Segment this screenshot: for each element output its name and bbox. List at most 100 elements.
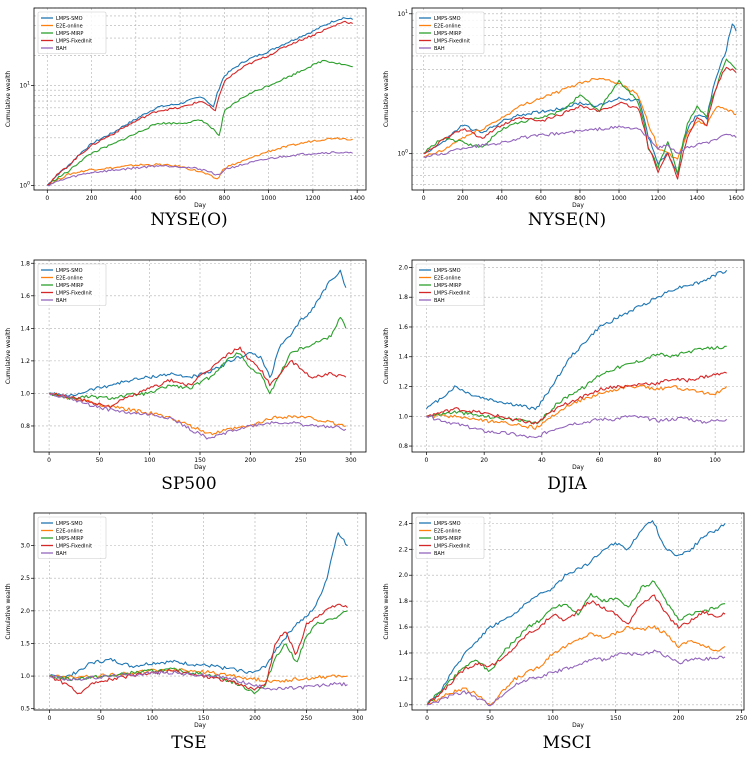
- x-tick-label: 0: [48, 715, 52, 722]
- legend-box: [37, 11, 107, 54]
- y-tick-label: 1.4: [20, 325, 30, 332]
- y-axis-label: Cumulative wealth: [5, 71, 12, 127]
- y-tick-label: 101: [397, 9, 408, 18]
- plot-frame: [33, 7, 367, 191]
- x-tick-label: 1000: [261, 195, 276, 202]
- y-axis-label: Cumulative wealth: [383, 583, 390, 639]
- chart-sp500: 0 50 100 150 200 250 300 0.8 1.0 1.2 1.4 1.6 1.8 Day C…: [5, 259, 367, 471]
- panel-nyse-n: 0 200 400 600 800 1000 1200 1400 1600 100 101 Day Cu…: [378, 0, 756, 236]
- x-tick-label: 100: [146, 715, 158, 722]
- legend-label: LMPS-MIRP: [434, 31, 461, 37]
- series-line: [423, 77, 737, 160]
- y-tick-label: 1.4: [398, 650, 408, 657]
- y-tick-label: 101: [19, 81, 30, 90]
- y-tick-label: 1.6: [20, 293, 30, 300]
- series-line: [46, 20, 353, 186]
- x-tick-label: 100: [547, 715, 559, 722]
- y-tick-label: 1.8: [20, 260, 30, 267]
- series-line: [47, 151, 353, 187]
- legend-label: LMPS-FixedInit: [56, 291, 92, 297]
- x-tick-label: 80: [654, 457, 662, 464]
- x-tick-label: 50: [96, 457, 104, 464]
- y-tick-label: 0.5: [20, 706, 30, 713]
- panel-tse: 0 50 100 150 200 250 300 0.5 1.0 1.5 2.0 2.5 3.0 Day C…: [0, 505, 378, 761]
- legend-label: E2E-online: [434, 529, 461, 535]
- legend-label: E2E-online: [434, 276, 461, 282]
- series-line: [426, 384, 728, 430]
- y-tick-label: 1.0: [20, 390, 30, 397]
- x-tick-label: 250: [295, 457, 307, 464]
- y-tick-label: 1.6: [398, 324, 408, 331]
- y-tick-label: 100: [397, 149, 408, 158]
- series-line: [47, 59, 353, 186]
- x-axis-label: Day: [572, 202, 584, 209]
- y-tick-label: 2.0: [398, 572, 408, 579]
- x-axis-label: Day: [572, 464, 584, 471]
- x-tick-label: 600: [174, 195, 186, 202]
- x-tick-label: 200: [673, 715, 685, 722]
- x-tick-label: 150: [198, 715, 210, 722]
- y-tick-label: 3.0: [20, 543, 30, 550]
- legend-label: LMPS-SMO: [434, 521, 461, 527]
- series-line: [426, 371, 727, 425]
- chart-djia: 0 20 40 60 80 100 0.8 1.0 1.2 1.4 1.6 1.8 2.0 Day Cumu…: [383, 259, 745, 471]
- x-tick-label: 150: [194, 457, 206, 464]
- series-line: [426, 345, 727, 425]
- series-line: [49, 668, 348, 684]
- x-axis-label: Day: [572, 722, 584, 729]
- legend-label: LMPS-FixedInit: [434, 291, 470, 297]
- chart-caption: DJIA: [547, 474, 587, 494]
- legend-label: LMPS-MIRP: [56, 536, 83, 542]
- legend-label: LMPS-SMO: [434, 16, 461, 22]
- x-tick-label: 200: [249, 715, 261, 722]
- x-tick-label: 300: [352, 715, 364, 722]
- legend-label: E2E-online: [56, 24, 83, 30]
- chart-nyse-o: 0 200 400 600 800 1000 1200 1400 100 101 Day Cumula…: [5, 7, 367, 209]
- chart-msci: 0 50 100 150 200 250 1.0 1.2 1.4 1.6 1.8 2.0 2.2 2.4 D…: [383, 512, 748, 729]
- series-line: [49, 532, 348, 679]
- legend-label: LMPS-SMO: [56, 268, 83, 274]
- y-tick-label: 0.8: [398, 443, 408, 450]
- grid: [412, 8, 744, 190]
- series-line: [48, 392, 347, 440]
- series-line: [426, 625, 726, 706]
- x-tick-label: 1000: [611, 195, 626, 202]
- series-line: [49, 392, 346, 436]
- x-tick-label: 1400: [689, 195, 704, 202]
- legend-box: [37, 516, 107, 559]
- chart-caption: MSCI: [542, 733, 592, 753]
- x-tick-label: 50: [486, 715, 494, 722]
- series-line: [425, 270, 728, 411]
- series-line: [423, 58, 737, 175]
- series-line: [426, 520, 726, 706]
- y-tick-label: 1.8: [398, 598, 408, 605]
- x-tick-label: 1400: [350, 195, 365, 202]
- x-tick-label: 100: [144, 457, 156, 464]
- y-tick-label: 1.0: [398, 413, 408, 420]
- series-line: [49, 610, 348, 695]
- legend-label: LMPS-SMO: [56, 521, 83, 527]
- x-tick-label: 200: [86, 195, 98, 202]
- x-tick-label: 600: [535, 195, 547, 202]
- x-tick-label: 0: [45, 195, 49, 202]
- x-tick-label: 800: [219, 195, 231, 202]
- y-axis-label: Cumulative wealth: [5, 328, 12, 384]
- legend-label: LMPS-MIRP: [434, 283, 461, 289]
- y-axis-label: Cumulative wealth: [5, 583, 12, 639]
- x-tick-label: 250: [736, 715, 748, 722]
- y-tick-label: 2.0: [20, 608, 30, 615]
- legend-label: BAH: [56, 551, 67, 557]
- series-line: [48, 316, 347, 400]
- x-tick-label: 0: [425, 457, 429, 464]
- legend-label: E2E-online: [434, 24, 461, 30]
- x-tick-label: 200: [457, 195, 469, 202]
- x-tick-label: 60: [596, 457, 604, 464]
- legend-label: LMPS-FixedInit: [56, 39, 92, 45]
- x-tick-label: 1200: [650, 195, 665, 202]
- y-tick-label: 1.6: [398, 624, 408, 631]
- panel-djia: 0 20 40 60 80 100 0.8 1.0 1.2 1.4 1.6 1.8 2.0 Day Cumu…: [378, 252, 756, 500]
- legend-label: LMPS-MIRP: [56, 283, 83, 289]
- series-line: [49, 670, 348, 691]
